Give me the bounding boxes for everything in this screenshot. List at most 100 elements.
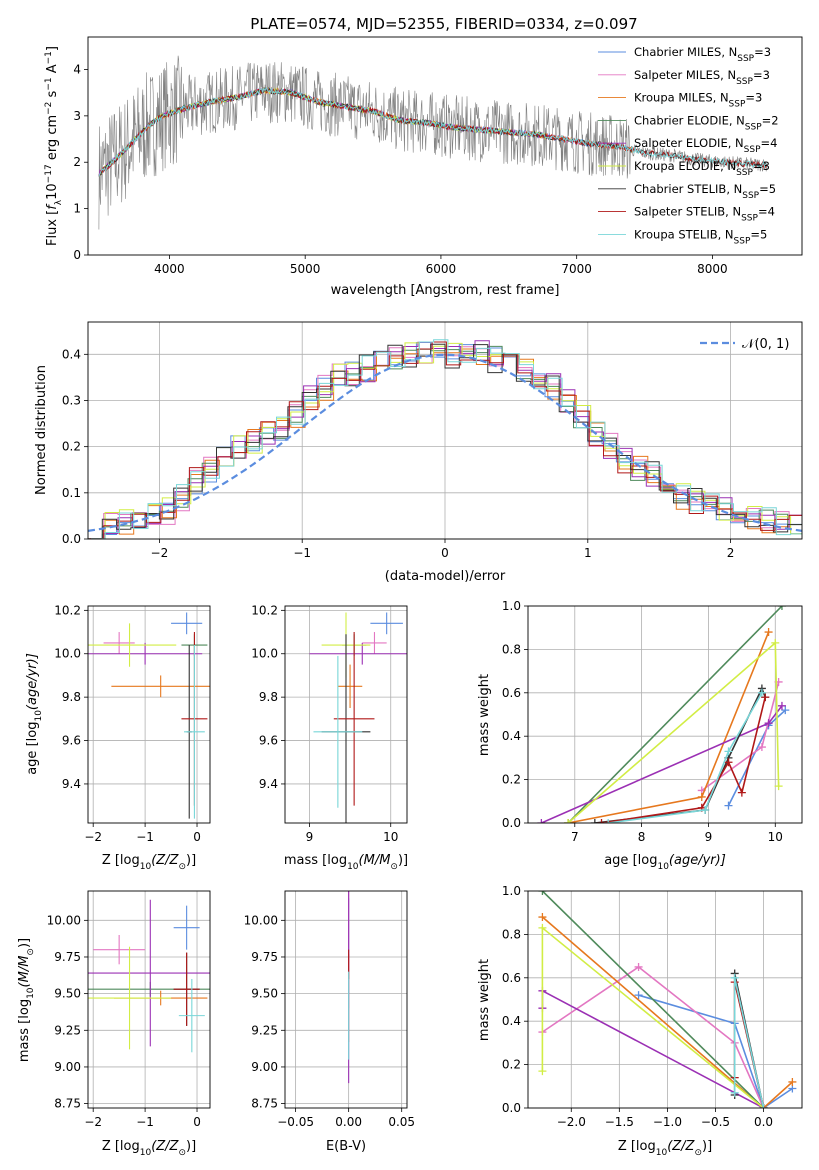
series-marker-salpeter_stelib <box>724 758 733 767</box>
y-tick-label: 0.8 <box>502 927 521 941</box>
x-axis-label: wavelength [Angstrom, rest frame] <box>331 283 560 298</box>
x-tick-label: −0.05 <box>277 1115 314 1129</box>
series-marker-salpeter_elodie <box>777 701 786 710</box>
y-tick-label: 10.2 <box>54 603 81 617</box>
series-marker-salpeter_elodie <box>764 719 773 728</box>
x-tick-label: −1.5 <box>605 1115 634 1129</box>
histogram-step-salpeter_miles <box>89 346 802 539</box>
series-marker-salpeter_stelib <box>761 693 770 702</box>
y-tick-label: 4 <box>73 62 81 76</box>
x-tick-label: 0.00 <box>335 1115 362 1129</box>
legend-entry-salpeter_miles: Salpeter MILES, NSSP=3 <box>634 68 770 87</box>
y-tick-label: 1.0 <box>502 884 521 898</box>
y-tick-label: 10.0 <box>54 647 81 661</box>
series-line-kroupa_miles <box>541 916 793 1108</box>
series-marker-kroupa_miles <box>697 792 706 801</box>
x-tick-label: −2.0 <box>557 1115 586 1129</box>
series-marker-kroupa_elodie <box>538 1067 547 1076</box>
series-line-kroupa_miles <box>567 631 770 823</box>
age-vs-Z-panel: −2 −1 0 9.4 9.6 9.8 10.0 10.2 Z [log10(Z/Z⊙)] age… <box>25 603 211 872</box>
plot-area <box>538 891 797 1108</box>
mass-vs-Z-panel: −2 −1 0 8.75 9.00 9.25 9.50 9.75 10.00 Z [log10(Z… <box>17 890 211 1158</box>
histogram-step-salpeter_elodie <box>89 340 802 539</box>
x-tick-label: 8 <box>638 830 646 844</box>
axes-frame <box>527 890 803 1109</box>
x-axis-label: (data-model)/error <box>385 569 506 584</box>
x-axis-label: E(B-V) <box>326 1139 366 1154</box>
series-marker-kroupa_miles <box>764 628 773 637</box>
y-tick-label: 8.75 <box>251 1097 278 1111</box>
series-marker-kroupa_miles <box>538 913 547 922</box>
x-axis-label: Z [log10(Z/Z⊙)] <box>102 853 196 872</box>
plot-area <box>88 899 210 1053</box>
y-tick-label: 0.6 <box>502 971 521 985</box>
y-tick-label: 0.3 <box>62 393 81 407</box>
y-tick-label: 10.2 <box>251 603 278 617</box>
series-line-chabrier_elodie <box>567 606 783 823</box>
y-tick-label: 9.4 <box>62 777 81 791</box>
x-tick-label: 2 <box>727 546 735 560</box>
y-tick-label: 3 <box>73 109 81 123</box>
y-axis-label: mass weight <box>477 674 492 756</box>
legend-entry-chabrier_stelib: Chabrier STELIB, NSSP=5 <box>634 182 776 201</box>
plot-area <box>98 55 768 230</box>
histogram-step-kroupa_stelib <box>90 339 802 539</box>
series-marker-chabrier_elodie <box>538 891 547 895</box>
axes-frame <box>284 890 408 1109</box>
x-tick-label: 0.05 <box>388 1115 415 1129</box>
age-vs-mass-panel: 9 10 9.4 9.6 9.8 10.0 10.2 mass [log10(M/M⊙)] <box>251 603 408 872</box>
x-tick-label: −0.5 <box>701 1115 730 1129</box>
series-marker-kroupa_stelib <box>730 973 739 982</box>
series-marker-kroupa_elodie <box>538 923 547 932</box>
y-axis-label: mass weight <box>477 959 492 1041</box>
y-tick-label: 0.4 <box>502 1014 521 1028</box>
series-marker-salpeter_stelib <box>597 819 606 823</box>
legend-entry-kroupa_stelib: Kroupa STELIB, NSSP=5 <box>634 227 767 246</box>
y-tick-label: 9.00 <box>54 1060 81 1074</box>
series-line-kroupa_stelib <box>608 692 763 823</box>
x-tick-label: 8000 <box>697 262 728 276</box>
y-tick-label: 9.50 <box>251 987 278 1001</box>
series-marker-salpeter_miles <box>757 743 766 752</box>
y-tick-label: 9.4 <box>259 777 278 791</box>
x-tick-label: 10 <box>768 830 783 844</box>
y-tick-label: 9.75 <box>54 950 81 964</box>
y-tick-label: 0.0 <box>62 532 81 546</box>
y-tick-label: 0.4 <box>502 729 521 743</box>
x-tick-label: 9 <box>306 830 314 844</box>
series-marker-chabrier_miles <box>781 706 790 715</box>
x-tick-label: 6000 <box>426 262 457 276</box>
y-tick-label: 0.1 <box>62 486 81 500</box>
axes-frame <box>284 605 408 824</box>
model-line-kroupa_miles <box>98 86 633 177</box>
y-tick-label: 0.6 <box>502 686 521 700</box>
x-tick-label: −2 <box>84 830 102 844</box>
series-line-chabrier_elodie <box>541 891 765 1108</box>
series-marker-kroupa_elodie <box>774 782 783 791</box>
y-tick-label: 1.0 <box>502 599 521 613</box>
plot-area <box>537 606 790 823</box>
y-tick-label: 10.0 <box>251 647 278 661</box>
x-tick-label: −2 <box>84 1115 102 1129</box>
y-tick-label: 0.8 <box>502 642 521 656</box>
axes-frame <box>87 321 803 540</box>
x-axis-label: Z [log10(Z/Z⊙)] <box>102 1139 196 1158</box>
y-tick-label: 9.6 <box>62 734 81 748</box>
x-tick-label: 0.0 <box>754 1115 773 1129</box>
y-tick-label: 2 <box>73 155 81 169</box>
series-marker-chabrier_miles <box>634 991 643 1000</box>
x-tick-label: −1 <box>293 546 311 560</box>
legend-entry-kroupa_elodie: Kroupa ELODIE, NSSP=3 <box>634 159 770 178</box>
axes-frame <box>87 36 803 256</box>
x-axis-label: Z [log10(Z/Z⊙)] <box>618 1139 712 1158</box>
y-tick-label: 0.2 <box>62 440 81 454</box>
mass-vs-ebv-panel: −0.05 0.00 0.05 8.75 9.00 9.25 9.50 9.75 10.00 E(… <box>244 890 415 1154</box>
legend-entry-chabrier_miles: Chabrier MILES, NSSP=3 <box>634 45 771 64</box>
x-tick-label: −1.0 <box>653 1115 682 1129</box>
normal-curve <box>88 353 802 532</box>
spectrum-panel: 4000 5000 6000 7000 8000 0 1 2 3 4 wavelength [Ang… <box>44 36 803 298</box>
y-axis-label: mass [log10(M/M⊙)] <box>17 938 36 1062</box>
x-tick-label: 9 <box>705 830 713 844</box>
y-tick-label: 9.8 <box>259 690 278 704</box>
y-tick-label: 9.6 <box>259 734 278 748</box>
